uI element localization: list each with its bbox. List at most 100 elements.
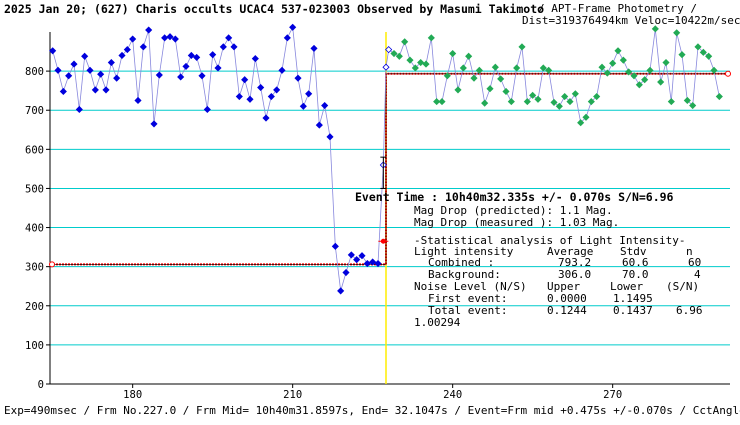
point-after-7 (427, 34, 435, 42)
point-after-44 (625, 68, 633, 76)
point-before-49 (310, 44, 318, 52)
point-after-51 (662, 58, 670, 67)
y-tick-label-0: 0 (38, 379, 44, 391)
point-after-6 (422, 60, 430, 68)
point-after-2 (401, 38, 409, 46)
point-before-35 (235, 92, 243, 101)
point-before-25 (182, 62, 190, 70)
point-before-6 (81, 52, 89, 60)
point-before-50 (315, 121, 323, 129)
point-after-3 (406, 56, 414, 64)
point-after-53 (673, 29, 681, 37)
point-after-12 (454, 86, 462, 94)
point-before-59 (363, 259, 371, 268)
point-before-1 (54, 66, 62, 74)
y-tick-label-100: 100 (25, 340, 44, 352)
point-before-15 (129, 35, 137, 43)
point-after-36 (582, 113, 590, 121)
point-after-41 (609, 59, 617, 67)
point-after-38 (593, 92, 601, 101)
point-before-4 (70, 60, 78, 68)
point-before-22 (166, 33, 174, 41)
grid-lines (50, 70, 730, 346)
point-before-32 (219, 43, 227, 51)
point-after-8 (433, 98, 441, 106)
model-start-marker (49, 261, 55, 268)
background-avg: 306.0 (558, 268, 591, 281)
point-after-27 (534, 95, 542, 103)
point-after-40 (603, 69, 611, 77)
point-before-57 (353, 256, 361, 264)
point-after-57 (694, 43, 702, 51)
point-before-33 (225, 34, 233, 42)
point-after-52 (667, 98, 675, 106)
point-before-51 (321, 101, 329, 110)
statistics-panel: Event Time : 10h40m32.335s +/- 0.070s S/… (355, 190, 703, 329)
point-before-14 (123, 46, 131, 54)
point-after-16 (475, 66, 483, 74)
point-before-41 (267, 92, 275, 101)
point-near-event-1 (382, 63, 390, 71)
point-after-18 (486, 85, 494, 93)
point-before-34 (230, 43, 238, 51)
point-before-0 (49, 47, 57, 55)
chart-subtitle-1: / APT-Frame Photometry / (538, 2, 697, 15)
point-after-50 (657, 78, 665, 86)
point-before-46 (294, 74, 302, 82)
point-after-60 (710, 66, 718, 74)
point-after-59 (705, 52, 713, 60)
stat-header-label: Light intensity (414, 245, 514, 258)
y-tick-label-200: 200 (25, 301, 44, 313)
model-curve (49, 70, 731, 268)
y-tick-label-400: 400 (25, 223, 44, 235)
point-after-24 (518, 43, 526, 51)
point-after-22 (507, 98, 515, 106)
noise-title: Noise Level (N/S) (414, 280, 527, 293)
point-before-16 (134, 96, 142, 105)
event-point (380, 238, 386, 244)
point-before-36 (241, 76, 249, 84)
point-after-56 (689, 101, 697, 110)
noise-upper-header: Upper (547, 280, 580, 293)
point-before-9 (97, 70, 105, 78)
chart-subtitle-2: Dist=319376494km Veloc=10422m/sec (522, 14, 740, 27)
chart-title: 2025 Jan 20; (627) Charis occults UCAC4 … (4, 2, 544, 16)
point-before-27 (193, 53, 201, 61)
point-after-29 (545, 66, 553, 74)
point-after-49 (651, 25, 659, 33)
ratio-value: 1.00294 (414, 316, 461, 329)
point-before-39 (257, 83, 265, 92)
point-after-35 (577, 119, 585, 127)
point-before-11 (107, 58, 115, 67)
point-before-17 (139, 43, 147, 51)
point-before-19 (150, 120, 158, 128)
event-time-label: Event Time : 10h40m32.335s +/- 0.070s S/… (355, 190, 674, 204)
point-after-10 (443, 72, 451, 80)
point-before-24 (177, 73, 185, 81)
stat-header-n: n (686, 245, 693, 258)
point-near-event-2 (385, 46, 393, 54)
point-before-3 (65, 72, 73, 80)
data-points (49, 23, 723, 295)
point-after-32 (561, 92, 569, 101)
point-after-61 (715, 92, 723, 101)
point-before-26 (187, 51, 195, 60)
point-after-13 (459, 64, 467, 72)
point-before-42 (273, 86, 281, 94)
point-after-54 (678, 51, 686, 59)
point-before-29 (203, 105, 211, 114)
stat-header-stdv: Stdv (620, 245, 647, 258)
first-event-lower: 1.1495 (613, 292, 653, 305)
x-tick-label-180: 180 (123, 389, 142, 401)
model-step-core (50, 73, 730, 265)
point-before-13 (118, 51, 126, 60)
y-tick-label-500: 500 (25, 183, 44, 195)
point-before-18 (145, 26, 153, 34)
point-after-26 (529, 91, 537, 99)
point-before-38 (251, 55, 259, 63)
first-event-label: First event: (428, 292, 507, 305)
point-after-43 (619, 56, 627, 64)
point-before-8 (91, 86, 99, 94)
point-after-55 (683, 96, 691, 105)
